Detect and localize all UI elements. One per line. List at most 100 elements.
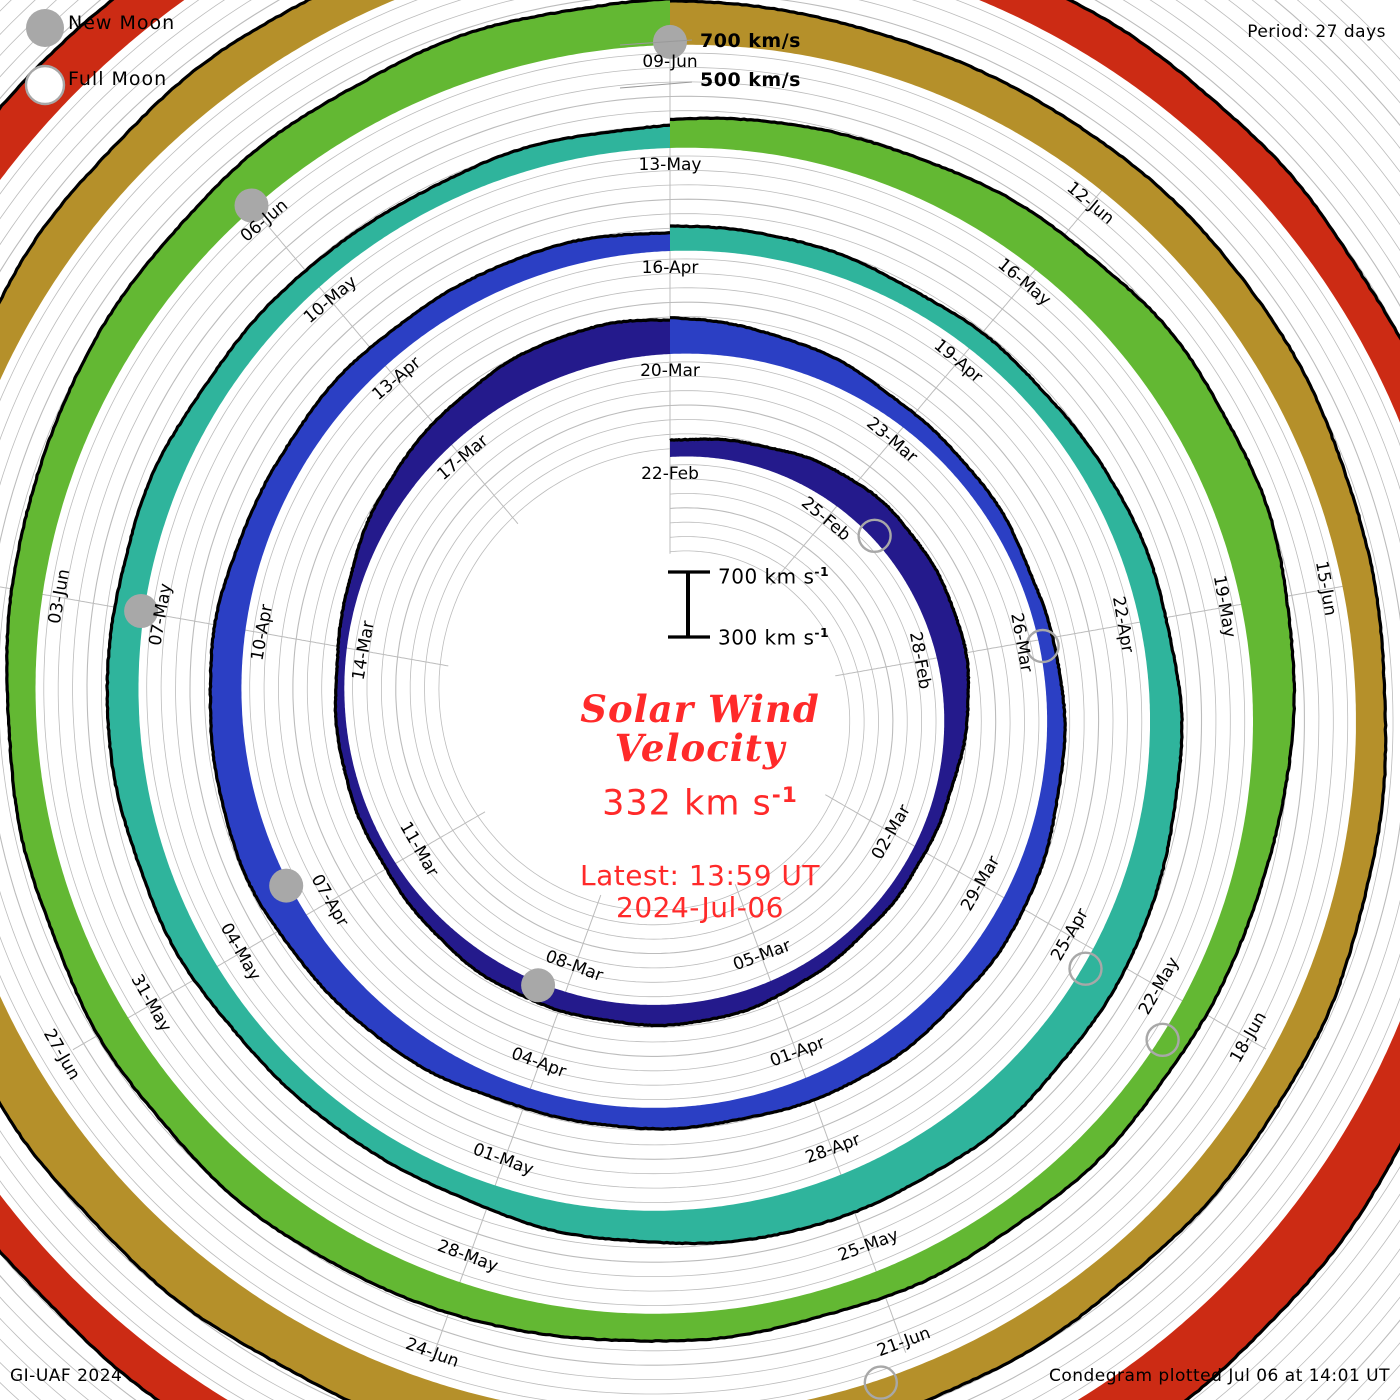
data-outline-turn-2: [105, 123, 1184, 1246]
date-label: 09-Jun: [642, 52, 697, 72]
grid-spiral-line: [160, 170, 1128, 1189]
date-label: 31-May: [126, 971, 175, 1036]
center-value-exponent: -1: [771, 783, 798, 808]
date-label-group: 24-Jun: [403, 1334, 462, 1372]
grid-spiral-line: [306, 316, 982, 1043]
date-label: 03-Jun: [45, 567, 74, 625]
date-label-group: 26-Mar: [1006, 611, 1036, 673]
grid-spiral-line: [72, 81, 1217, 1277]
date-label-group: 19-May: [1209, 574, 1240, 639]
legend-new-moon-icon: [26, 9, 64, 47]
radial-axis-500-label: 500 km/s: [700, 69, 801, 91]
date-label: 05-Mar: [730, 936, 793, 975]
grid-spiral-line: [395, 404, 894, 955]
date-label: 28-Feb: [905, 630, 935, 690]
date-label-group: 14-Mar: [349, 619, 379, 681]
grid-spiral-line: [189, 198, 1100, 1160]
date-label: 04-May: [216, 920, 265, 985]
date-label: 27-Jun: [39, 1026, 84, 1084]
new-moon-marker: [124, 594, 159, 628]
date-label-group: 25-May: [835, 1225, 901, 1265]
grid-spiral-line: [292, 301, 997, 1057]
date-label: 01-Apr: [767, 1033, 827, 1071]
full-moon-marker: [1025, 628, 1060, 664]
axis-leader-700: [619, 39, 693, 46]
date-label: 15-Jun: [1311, 559, 1340, 617]
center-value-text: 332 km s: [602, 783, 772, 824]
legend-new-moon-label: New Moon: [68, 12, 176, 34]
date-label: 25-May: [835, 1225, 901, 1265]
scalebar-bottom-exponent: -1: [814, 625, 830, 640]
date-label: 22-Apr: [1108, 595, 1138, 654]
grid-spiral-line: [424, 433, 865, 926]
center-title: Solar Wind Velocity: [0, 687, 1400, 771]
date-label: 14-Mar: [349, 619, 379, 681]
date-label-group: 28-May: [435, 1236, 501, 1276]
grid-spiral-line: [0, 0, 1320, 1380]
date-label: 24-Jun: [403, 1334, 462, 1372]
data-band-turn-2: [106, 125, 1183, 1244]
center-current-value: 332 km s-1: [0, 783, 1400, 824]
date-label: 10-Apr: [247, 603, 277, 662]
date-label-group: 15-Jun: [1311, 559, 1340, 617]
date-label-group: 01-May: [470, 1139, 536, 1179]
grid-spiral-line: [278, 287, 1011, 1072]
date-label: 28-May: [435, 1236, 501, 1276]
grid-radial-spoke: [434, 894, 602, 1353]
grid-spiral-line: [57, 67, 1231, 1292]
full-moon-marker: [1145, 1022, 1180, 1058]
date-label: 07-May: [146, 582, 177, 647]
grid-spiral-line: [352, 361, 937, 998]
date-label-group: 13-May: [639, 155, 702, 175]
date-label-group: 07-May: [146, 582, 177, 647]
legend-full-moon-icon: [24, 64, 66, 106]
full-moon-marker: [857, 518, 892, 553]
date-label: 19-May: [1209, 574, 1240, 639]
date-label-group: 05-Mar: [730, 936, 793, 975]
grid-spiral-line: [409, 419, 879, 940]
date-label-group: 31-May: [126, 971, 175, 1036]
new-moon-marker: [234, 188, 269, 223]
scalebar-bottom-label: 300 km s-1: [718, 625, 829, 650]
date-label-group: 21-Jun: [874, 1323, 933, 1361]
grid-spiral-line: [175, 184, 1114, 1175]
date-label: 18-Jun: [1226, 1008, 1271, 1066]
new-moon-marker: [269, 868, 304, 903]
grid-spiral-line: [100, 110, 1188, 1249]
data-outline-turn-3: [5, 0, 1297, 1343]
date-label-group: 27-Jun: [39, 1026, 84, 1084]
date-label: 16-Apr: [642, 258, 699, 278]
axis-leader-500: [619, 81, 693, 89]
grid-spiral-line: [86, 95, 1203, 1263]
date-label: 01-May: [470, 1139, 536, 1179]
date-label-group: 16-Apr: [642, 258, 699, 278]
center-title-line1: Solar Wind: [580, 687, 820, 731]
date-label: 22-Feb: [641, 464, 699, 484]
date-label-group: 09-Jun: [642, 52, 697, 72]
data-outline-turn-1: [208, 231, 1067, 1131]
date-label: 13-May: [639, 155, 702, 175]
scalebar-top-text: 700 km s: [718, 564, 815, 589]
legend-full-moon-label: Full Moon: [68, 68, 168, 90]
credit-label: GI-UAF 2024: [10, 1366, 123, 1386]
axis-leader-layer: [619, 39, 693, 89]
grid-spiral-line: [0, 0, 1349, 1400]
grid-spiral-line: [366, 376, 922, 983]
date-label-group: 04-Apr: [509, 1044, 569, 1082]
date-label-group: 28-Apr: [803, 1130, 863, 1168]
center-title-line2: Velocity: [614, 726, 786, 771]
scalebar-top-exponent: -1: [814, 564, 830, 579]
grid-spiral-line: [43, 52, 1246, 1306]
scalebar-top-label: 700 km s-1: [718, 564, 829, 589]
scalebar-bottom-text: 300 km s: [718, 625, 815, 650]
center-latest-time: Latest: 13:59 UT: [579, 859, 821, 892]
date-label-group: 20-Mar: [640, 361, 700, 381]
